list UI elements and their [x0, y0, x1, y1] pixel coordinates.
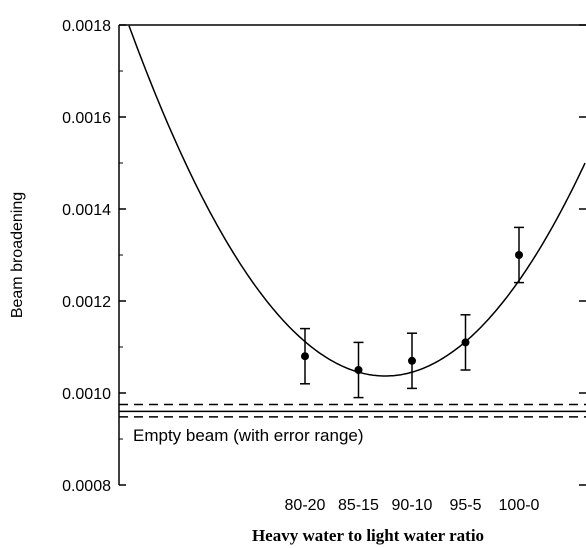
data-point [408, 356, 416, 365]
y-tick-label: 0.0012 [62, 294, 111, 311]
x-tick-label: 85-15 [338, 497, 379, 514]
y-axis-label: Beam broadening [9, 192, 26, 318]
data-point [354, 366, 363, 374]
x-tick-label: 90-10 [392, 497, 433, 514]
data-point [301, 352, 309, 361]
y-tick-label: 0.0008 [62, 478, 111, 495]
y-axis-ticks: 0.0008 0.0010 0.0012 0.0014 0.0016 0.0018 [62, 18, 586, 495]
data-points [300, 226, 524, 399]
empty-beam-annotation: Empty beam (with error range) [133, 426, 364, 445]
data-point [515, 251, 523, 259]
y-tick-label: 0.0018 [62, 18, 111, 35]
empty-beam-band [119, 403, 586, 418]
x-tick-label: 80-20 [285, 497, 326, 514]
x-tick-label: 95-5 [449, 497, 481, 514]
y-tick-label: 0.0014 [62, 202, 111, 219]
y-tick-label: 0.0016 [62, 110, 111, 127]
y-tick-label: 0.0010 [62, 386, 111, 403]
fit-curve [128, 25, 586, 377]
data-point [461, 338, 470, 347]
x-axis-label: Heavy water to light water ratio [252, 526, 484, 545]
x-tick-label: 100-0 [499, 497, 540, 514]
x-axis-ticks: 80-20 85-15 90-10 95-5 100-0 [285, 497, 540, 514]
